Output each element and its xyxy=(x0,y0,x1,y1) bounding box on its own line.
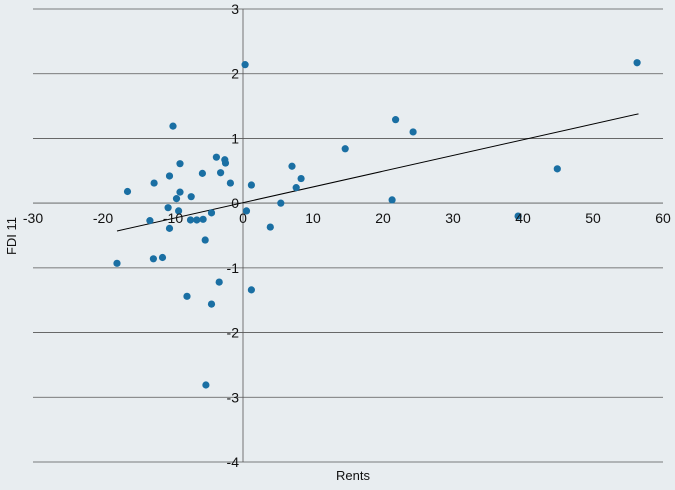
data-point xyxy=(123,187,132,196)
data-point xyxy=(149,255,157,263)
data-point xyxy=(633,59,641,67)
data-point xyxy=(146,217,154,225)
data-point xyxy=(392,116,400,124)
data-point xyxy=(172,195,181,203)
data-point xyxy=(199,215,207,223)
data-point xyxy=(247,286,255,294)
data-point xyxy=(165,224,174,232)
data-point xyxy=(341,145,349,153)
y-tick-label: 3 xyxy=(231,1,239,17)
data-point xyxy=(241,61,249,69)
y-axis-title: FDI 11 xyxy=(4,217,19,255)
data-point xyxy=(158,253,167,262)
data-point xyxy=(242,207,251,215)
x-tick-label: 40 xyxy=(515,210,531,226)
y-tick-label: 1 xyxy=(231,130,239,146)
axes xyxy=(33,9,663,462)
x-axis-title: Rents xyxy=(336,468,370,483)
x-tick-label: 20 xyxy=(375,210,391,226)
data-point xyxy=(165,172,174,180)
data-point xyxy=(187,193,195,201)
data-point xyxy=(277,199,285,207)
trendline xyxy=(116,113,639,232)
data-point xyxy=(409,128,417,136)
data-point xyxy=(202,381,210,389)
x-tick-label: -10 xyxy=(163,210,183,226)
data-point xyxy=(169,122,177,130)
y-tick-label: -1 xyxy=(227,260,240,276)
data-point xyxy=(388,196,396,204)
data-point xyxy=(176,160,184,168)
data-point xyxy=(288,162,296,170)
y-tick-label: -4 xyxy=(227,454,240,470)
y-tick-label: 2 xyxy=(231,66,239,82)
data-point xyxy=(164,204,172,212)
data-point xyxy=(176,188,184,196)
x-tick-label: 30 xyxy=(445,210,461,226)
x-tick-label: 60 xyxy=(655,210,671,226)
data-point xyxy=(217,169,225,177)
data-point xyxy=(553,165,561,173)
data-point xyxy=(297,174,305,183)
x-tick-label: -20 xyxy=(93,210,113,226)
y-tick-label: 0 xyxy=(231,195,239,211)
gridlines xyxy=(33,8,663,463)
data-point xyxy=(514,212,522,220)
data-point xyxy=(198,169,206,177)
data-point xyxy=(215,278,223,286)
data-point xyxy=(212,153,220,161)
data-point xyxy=(247,181,255,189)
data-point xyxy=(266,223,274,231)
data-point xyxy=(207,300,216,308)
data-point xyxy=(201,236,209,244)
y-tick-label: -2 xyxy=(227,325,240,341)
data-point xyxy=(193,216,201,224)
data-points xyxy=(113,59,641,389)
data-point xyxy=(183,292,191,300)
data-point xyxy=(226,179,234,187)
x-tick-label: 10 xyxy=(305,210,321,226)
x-tick-label: 0 xyxy=(239,210,247,226)
trendline-group xyxy=(116,113,639,232)
data-point xyxy=(221,159,230,167)
y-tick-label: -3 xyxy=(227,389,240,405)
data-point xyxy=(150,179,158,187)
x-tick-label: 50 xyxy=(585,210,601,226)
data-point xyxy=(113,259,121,267)
data-point xyxy=(186,216,195,224)
data-point xyxy=(292,184,300,192)
data-point xyxy=(175,207,183,215)
data-point xyxy=(207,209,216,217)
x-tick-label: -30 xyxy=(23,210,43,226)
